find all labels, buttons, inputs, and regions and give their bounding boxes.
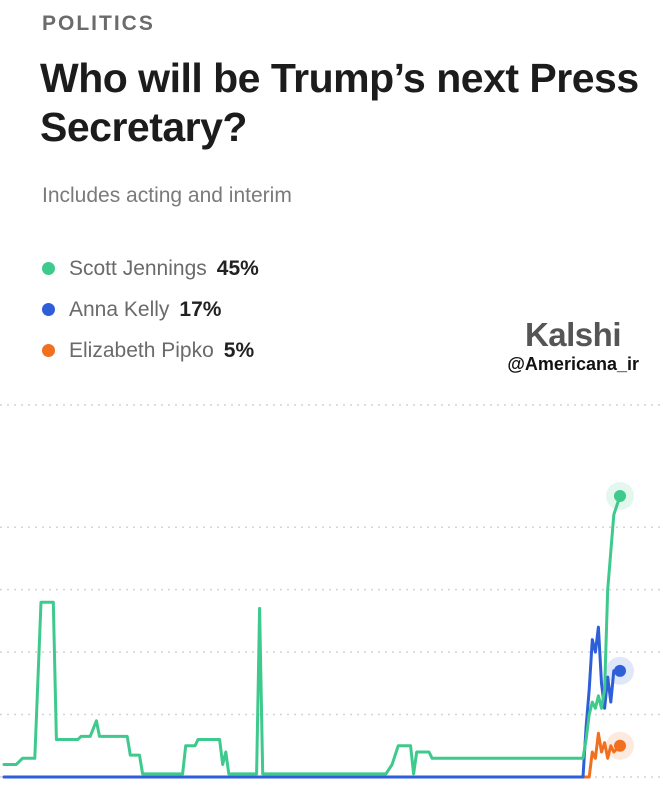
legend-percent: 17% xyxy=(179,297,222,321)
legend-item-elizabeth-pipko[interactable]: Elizabeth Pipko 5% xyxy=(42,330,259,371)
series-line-elizabeth-pipko xyxy=(2,731,622,779)
page-subtitle: Includes acting and interim xyxy=(42,184,292,207)
series-line-anna-kelly xyxy=(2,625,622,779)
legend-percent: 45% xyxy=(216,256,259,280)
endpoint-marker-anna-kelly xyxy=(614,664,626,677)
page-title: Who will be Trump’s next Press Secretary… xyxy=(40,55,639,151)
line-chart xyxy=(0,404,663,779)
chart-legend: Scott Jennings 45% Anna Kelly 17% Elizab… xyxy=(42,248,259,371)
legend-dot-icon xyxy=(42,303,55,316)
legend-dot-icon xyxy=(42,262,55,275)
legend-name: Anna Kelly xyxy=(69,297,170,321)
watermark: @Americana_ir xyxy=(507,354,639,374)
brand-logo: Kalshi xyxy=(524,316,622,353)
legend-name: Elizabeth Pipko xyxy=(69,338,214,362)
endpoint-marker-elizabeth-pipko xyxy=(614,739,626,752)
series-line-scott-jennings xyxy=(2,494,622,776)
legend-item-scott-jennings[interactable]: Scott Jennings 45% xyxy=(42,248,259,289)
legend-dot-icon xyxy=(42,344,55,357)
endpoint-marker-scott-jennings xyxy=(614,490,626,502)
category-label: POLITICS xyxy=(42,12,155,35)
legend-item-anna-kelly[interactable]: Anna Kelly 17% xyxy=(42,289,259,330)
legend-name: Scott Jennings xyxy=(69,256,207,280)
legend-percent: 5% xyxy=(223,338,255,362)
